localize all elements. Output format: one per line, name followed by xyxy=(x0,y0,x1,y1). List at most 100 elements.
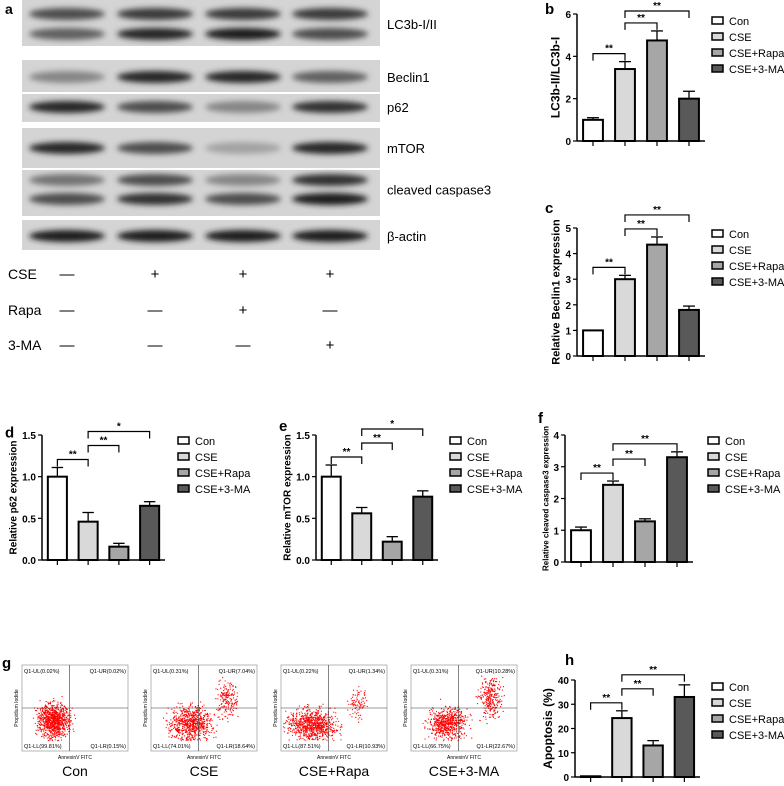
legend-label: CSE+3-MA xyxy=(729,277,784,289)
data-point xyxy=(182,708,185,710)
legend-swatch xyxy=(711,714,724,723)
data-point xyxy=(181,736,183,738)
data-point xyxy=(225,698,227,701)
quadrant-ur: Q1-UR(10.28%) xyxy=(476,669,516,675)
data-point xyxy=(487,687,489,689)
data-point xyxy=(179,722,181,725)
data-point xyxy=(489,705,492,707)
data-point xyxy=(170,737,173,739)
data-point xyxy=(446,726,448,728)
data-point xyxy=(175,736,177,738)
data-point xyxy=(177,737,179,739)
data-point xyxy=(481,682,483,684)
data-point xyxy=(211,719,213,721)
data-point xyxy=(429,712,431,714)
data-point xyxy=(68,727,70,730)
data-point xyxy=(182,705,184,707)
data-point xyxy=(486,722,488,725)
data-point xyxy=(204,714,206,716)
data-point xyxy=(184,729,186,731)
data-point xyxy=(300,718,303,720)
data-point xyxy=(352,701,354,704)
data-point xyxy=(233,703,235,705)
legend-swatch xyxy=(711,277,724,286)
data-point xyxy=(170,723,172,725)
data-point xyxy=(317,732,319,735)
data-point xyxy=(169,731,171,733)
data-point xyxy=(57,709,60,711)
quadrant-ur: Q1-UR(1.34%) xyxy=(349,669,386,675)
data-point xyxy=(496,699,498,701)
blot-band xyxy=(292,193,368,205)
data-point xyxy=(448,713,450,715)
data-point xyxy=(194,714,196,717)
data-point xyxy=(306,725,308,727)
data-point xyxy=(210,718,212,720)
data-point xyxy=(354,711,356,713)
data-point xyxy=(190,737,192,739)
plot-title: CSE+3-MA xyxy=(429,763,500,779)
data-point xyxy=(430,732,433,734)
data-point xyxy=(47,715,49,718)
data-point xyxy=(206,728,208,731)
data-point xyxy=(441,716,443,718)
data-point xyxy=(51,733,53,735)
data-point xyxy=(208,734,210,736)
data-point xyxy=(313,727,316,729)
data-point xyxy=(39,728,41,730)
blot-label: LC3b-I/II xyxy=(387,17,437,32)
data-point xyxy=(34,710,37,712)
quadrant-ul: Q1-UL(0.31%) xyxy=(153,669,189,675)
data-point xyxy=(484,712,486,715)
blot-band xyxy=(292,230,368,242)
data-point xyxy=(225,715,227,717)
significance-bracket xyxy=(592,53,626,61)
blot-band xyxy=(292,101,368,113)
data-point xyxy=(67,728,69,731)
data-point xyxy=(192,719,194,722)
bar-cse xyxy=(611,717,633,779)
data-point xyxy=(45,727,47,729)
panel-letter-f: f xyxy=(538,410,544,427)
data-point xyxy=(172,721,174,723)
data-point xyxy=(355,713,358,715)
data-point xyxy=(326,722,328,724)
data-point xyxy=(455,735,457,737)
data-point xyxy=(489,683,491,685)
y-tick-label: 0 xyxy=(565,352,571,363)
data-point xyxy=(305,726,307,728)
data-point xyxy=(317,738,319,740)
data-point xyxy=(355,716,357,718)
data-point xyxy=(455,721,458,723)
data-point xyxy=(43,725,45,727)
blot-band xyxy=(117,71,193,83)
data-point xyxy=(45,719,47,721)
data-point xyxy=(60,721,63,723)
data-point xyxy=(352,712,354,715)
data-point xyxy=(56,739,59,742)
data-point xyxy=(462,715,464,718)
data-point xyxy=(316,737,318,739)
data-point xyxy=(298,720,300,722)
data-point xyxy=(191,716,194,718)
data-point xyxy=(66,726,68,729)
data-point xyxy=(224,688,226,690)
data-point xyxy=(489,690,492,692)
data-point xyxy=(315,722,317,724)
data-point xyxy=(220,687,222,689)
data-point xyxy=(304,734,306,736)
data-point xyxy=(220,691,223,694)
data-point xyxy=(200,732,202,734)
data-point xyxy=(428,736,430,738)
data-point xyxy=(357,712,359,714)
data-point xyxy=(180,713,182,715)
data-point xyxy=(64,730,66,732)
significance-label: * xyxy=(390,419,394,430)
data-point xyxy=(61,733,63,735)
data-point xyxy=(226,702,229,704)
data-point xyxy=(190,723,192,726)
significance-bracket xyxy=(624,214,690,222)
data-point xyxy=(64,736,67,738)
data-point xyxy=(477,689,479,691)
data-point xyxy=(43,728,45,730)
